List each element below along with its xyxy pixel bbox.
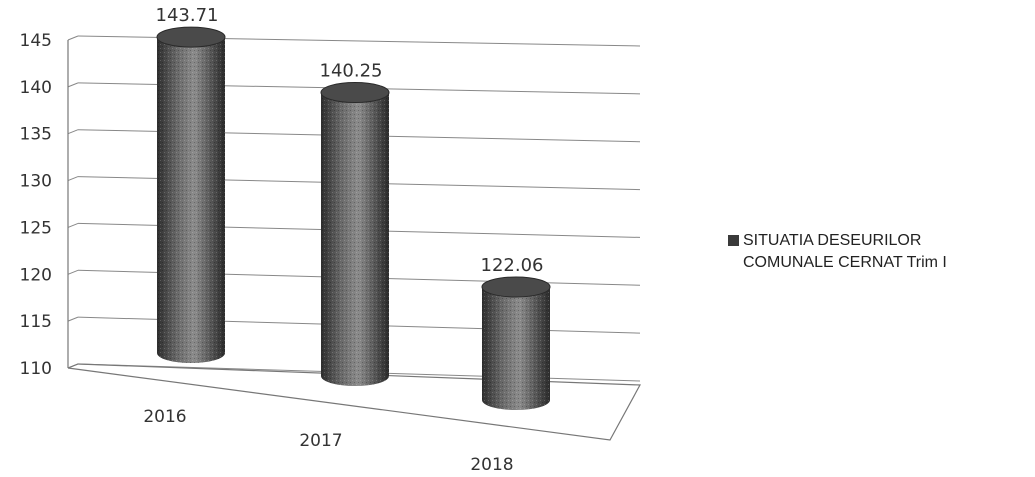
y-tick-label: 140 <box>20 78 52 98</box>
bar-2018 <box>481 276 551 410</box>
bar-texture <box>321 92 389 386</box>
data-label-2018: 122.06 <box>481 255 544 276</box>
y-tick-label: 125 <box>20 218 52 238</box>
x-axis-tick-labels: 2016 2017 2018 <box>143 407 513 475</box>
x-tick-label: 2018 <box>470 455 513 475</box>
x-tick-label: 2017 <box>299 431 342 451</box>
data-label-2016: 143.71 <box>156 5 219 26</box>
bar-texture <box>157 37 225 363</box>
floor <box>67 363 641 441</box>
bar-2016 <box>156 26 226 363</box>
gridline-wall <box>67 316 79 322</box>
gridline-wall <box>67 269 79 275</box>
x-tick-label: 2016 <box>143 407 186 427</box>
legend: SITUATIA DESEURILOR COMUNALE CERNAT Trim… <box>728 230 1028 274</box>
bar-2017 <box>320 82 390 386</box>
gridline-wall <box>67 222 79 228</box>
y-tick-label: 110 <box>20 359 52 379</box>
y-tick-label: 145 <box>20 31 52 51</box>
bars <box>156 26 551 410</box>
y-tick-label: 135 <box>20 125 52 145</box>
y-tick-label: 115 <box>20 312 52 332</box>
data-label-2017: 140.25 <box>320 61 383 82</box>
y-axis-tick-labels: 145 140 135 130 125 120 115 110 <box>20 31 52 379</box>
legend-label-line2: COMUNALE CERNAT Trim I <box>743 254 947 271</box>
y-tick-label: 130 <box>20 172 52 192</box>
y-tick-label: 120 <box>20 265 52 285</box>
legend-label-line1: SITUATIA DESEURILOR <box>743 232 922 249</box>
gridline-wall <box>67 35 79 41</box>
data-labels: 143.71 140.25 122.06 <box>156 5 544 276</box>
bar-top-cap <box>320 82 390 104</box>
bar-top-cap <box>481 276 551 298</box>
gridline-wall <box>67 176 79 182</box>
legend-swatch <box>728 235 739 246</box>
bar-top-cap <box>156 26 226 48</box>
gridline-wall <box>67 129 79 135</box>
axes <box>67 40 641 441</box>
bar-texture <box>482 286 550 410</box>
gridline-wall <box>67 82 79 88</box>
